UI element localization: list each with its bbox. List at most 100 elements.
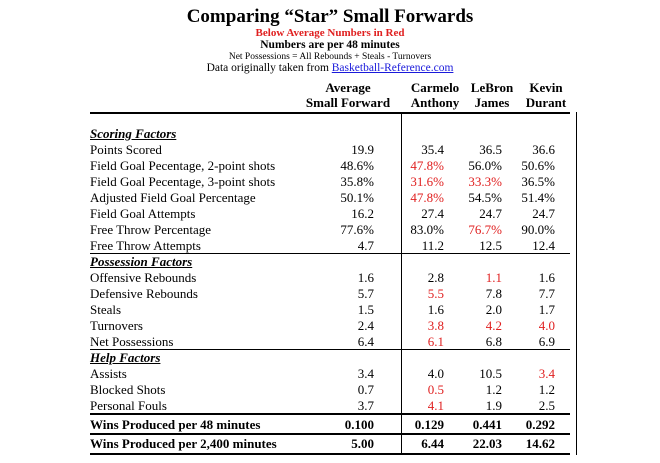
cell-value: 77.6% bbox=[340, 222, 374, 237]
per-48-note: Numbers are per 48 minutes bbox=[260, 39, 400, 51]
cell-value: 0.5 bbox=[427, 382, 444, 397]
table-row: Free Throw Percentage 77.6% 83.0% 76.7% 90.0… bbox=[90, 222, 570, 238]
table-row: Personal Fouls 3.7 4.1 1.9 2.5 bbox=[90, 398, 570, 414]
cell-value: 1.2 bbox=[485, 382, 502, 397]
cell-value: 1.1 bbox=[485, 270, 502, 285]
table-row: Assists 3.4 4.0 10.5 3.4 bbox=[90, 366, 570, 382]
cell-value: 4.7 bbox=[357, 238, 374, 253]
column-header-average-line2: Small Forward bbox=[305, 95, 391, 110]
cell-value: 5.00 bbox=[351, 436, 374, 451]
cell-value: 7.7 bbox=[538, 286, 555, 301]
red-legend-note: Below Average Numbers in Red bbox=[255, 27, 405, 39]
cell-value: 48.6% bbox=[340, 158, 374, 173]
row-label: Blocked Shots bbox=[90, 382, 166, 397]
section-title: Help Factors bbox=[90, 350, 161, 365]
cell-value: 36.6 bbox=[532, 142, 555, 157]
column-header-average: Average Small Forward bbox=[296, 80, 400, 110]
cell-value: 6.4 bbox=[357, 334, 374, 349]
table-row: Adjusted Field Goal Percentage 50.1% 47.8%… bbox=[90, 190, 570, 206]
net-possessions-note: Net Possessions = All Rebounds + Steals … bbox=[228, 52, 432, 62]
column-header-carmelo-line1: Carmelo bbox=[410, 80, 460, 95]
cell-value: 3.7 bbox=[357, 398, 374, 413]
cell-value: 2.4 bbox=[357, 318, 374, 333]
cell-value: 4.0 bbox=[538, 318, 555, 333]
cell-value: 3.4 bbox=[357, 366, 374, 381]
row-label: Adjusted Field Goal Percentage bbox=[90, 190, 256, 205]
cell-value: 22.03 bbox=[472, 436, 502, 451]
table-row: Offensive Rebounds 1.6 2.8 1.1 1.6 bbox=[90, 270, 570, 286]
row-label: Wins Produced per 48 minutes bbox=[90, 417, 261, 432]
cell-value: 12.5 bbox=[479, 238, 502, 253]
page-title: Comparing “Star” Small Forwards bbox=[186, 6, 474, 27]
cell-value: 31.6% bbox=[410, 174, 444, 189]
bottom-rule bbox=[90, 453, 570, 455]
section-divider bbox=[90, 349, 570, 350]
cell-value: 1.9 bbox=[485, 398, 502, 413]
column-header-lebron-line1: LeBron bbox=[470, 80, 514, 95]
cell-value: 10.5 bbox=[479, 366, 502, 381]
cell-value: 35.4 bbox=[421, 142, 444, 157]
cell-value: 56.0% bbox=[468, 158, 502, 173]
cell-value: 2.0 bbox=[485, 302, 502, 317]
cell-value: 3.8 bbox=[427, 318, 444, 333]
cell-value: 0.7 bbox=[357, 382, 374, 397]
column-header-carmelo-line2: Anthony bbox=[410, 95, 460, 110]
total-rule bbox=[90, 433, 570, 435]
row-label: Wins Produced per 2,400 minutes bbox=[90, 436, 277, 451]
row-label: Defensive Rebounds bbox=[90, 286, 198, 301]
cell-value: 7.8 bbox=[485, 286, 502, 301]
column-header-lebron-line2: James bbox=[474, 95, 510, 110]
table-row: Turnovers 2.4 3.8 4.2 4.0 bbox=[90, 318, 570, 334]
cell-value: 24.7 bbox=[479, 206, 502, 221]
total-rule bbox=[90, 413, 570, 415]
section-divider bbox=[90, 253, 570, 254]
row-label: Personal Fouls bbox=[90, 398, 167, 413]
cell-value: 1.6 bbox=[357, 270, 374, 285]
column-header-average-line1: Average bbox=[325, 80, 371, 95]
source-link[interactable]: Basketball-Reference.com bbox=[331, 62, 454, 74]
cell-value: 5.5 bbox=[427, 286, 444, 301]
cell-value: 47.8% bbox=[410, 158, 444, 173]
source-prefix: Data originally taken from bbox=[206, 62, 332, 74]
table-row: Points Scored 19.9 35.4 36.5 36.6 bbox=[90, 142, 570, 158]
row-label: Free Throw Percentage bbox=[90, 222, 212, 237]
column-header-durant: Kevin Durant bbox=[520, 80, 572, 110]
cell-value: 50.1% bbox=[340, 190, 374, 205]
cell-value: 1.5 bbox=[357, 302, 374, 317]
cell-value: 6.44 bbox=[421, 436, 444, 451]
row-label: Free Throw Attempts bbox=[90, 238, 201, 253]
column-header-lebron: LeBron James bbox=[462, 80, 522, 110]
section-header-row: Scoring Factors bbox=[90, 126, 570, 142]
cell-value: 6.8 bbox=[485, 334, 502, 349]
cell-value: 0.441 bbox=[472, 417, 502, 432]
cell-value: 54.5% bbox=[468, 190, 502, 205]
section-title: Scoring Factors bbox=[90, 126, 177, 141]
cell-value: 4.2 bbox=[485, 318, 502, 333]
table-row: Blocked Shots 0.7 0.5 1.2 1.2 bbox=[90, 382, 570, 398]
cell-value: 11.2 bbox=[421, 238, 444, 253]
section-title: Possession Factors bbox=[90, 254, 193, 269]
table-row: Field Goal Pecentage, 2-point shots 48.6%… bbox=[90, 158, 570, 174]
section-header-row: Help Factors bbox=[90, 350, 570, 366]
cell-value: 0.129 bbox=[414, 417, 444, 432]
source-note: Data originally taken from Basketball-Re… bbox=[0, 62, 660, 74]
row-label: Steals bbox=[90, 302, 122, 317]
cell-value: 0.292 bbox=[525, 417, 555, 432]
row-label: Field Goal Pecentage, 3-point shots bbox=[90, 174, 276, 189]
column-header-durant-line1: Kevin bbox=[529, 80, 563, 95]
cell-value: 33.3% bbox=[468, 174, 502, 189]
cell-value: 5.7 bbox=[357, 286, 374, 301]
cell-value: 27.4 bbox=[421, 206, 444, 221]
cell-value: 36.5% bbox=[521, 174, 555, 189]
column-divider bbox=[401, 112, 402, 455]
cell-value: 36.5 bbox=[479, 142, 502, 157]
cell-value: 4.1 bbox=[427, 398, 444, 413]
row-label: Assists bbox=[90, 366, 127, 381]
cell-value: 4.0 bbox=[427, 366, 444, 381]
cell-value: 47.8% bbox=[410, 190, 444, 205]
cell-value: 50.6% bbox=[521, 158, 555, 173]
cell-value: 24.7 bbox=[532, 206, 555, 221]
row-label: Field Goal Pecentage, 2-point shots bbox=[90, 158, 276, 173]
row-label: Points Scored bbox=[90, 142, 162, 157]
header-rule bbox=[90, 112, 570, 114]
